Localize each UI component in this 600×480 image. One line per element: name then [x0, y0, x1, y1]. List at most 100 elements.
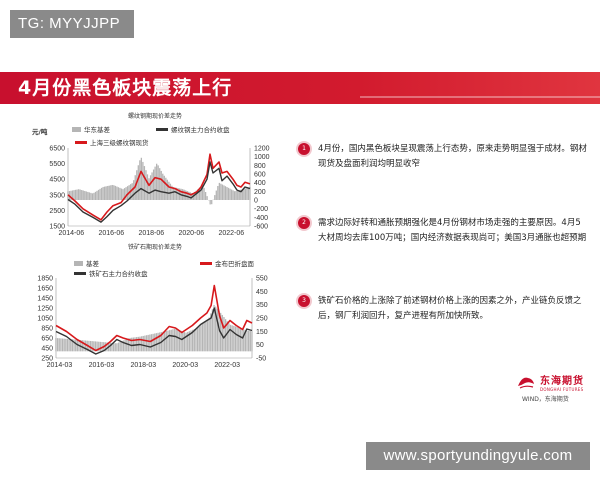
basis-bar [104, 342, 107, 352]
basis-bar [114, 185, 117, 200]
basis-bar [246, 330, 248, 352]
basis-bar [132, 337, 135, 352]
basis-bar [162, 173, 164, 200]
basis-bar [190, 330, 192, 352]
basis-bar [139, 160, 141, 200]
basis-bar [84, 190, 86, 200]
basis-bar [123, 188, 126, 200]
basis-bar [198, 326, 200, 352]
basis-bar [226, 321, 228, 352]
basis-bar [94, 191, 97, 200]
legend-label-futures: 铁矿石主力合约收盘 [89, 269, 148, 278]
y-left-tick-label: 5500 [49, 161, 65, 168]
x-tick-label: 2018-06 [138, 230, 164, 237]
rebar-basis-chart: 螺纹钢期现价差走势 元/吨 华东基差 螺纹钢主力合约收盘 上海三级螺纹钢现货 6… [20, 108, 290, 238]
legend-swatch-basis [74, 261, 83, 266]
donghai-futures-logo: 东海期货 DONGHAI FUTURES [516, 372, 584, 392]
basis-bar [227, 187, 230, 200]
y-left-tick-label: 650 [41, 336, 53, 343]
basis-bar [228, 323, 230, 352]
y-left-tick-label: 850 [41, 326, 53, 333]
basis-bar [210, 313, 212, 352]
x-tick-label: 2020-06 [178, 230, 204, 237]
basis-bar [93, 341, 95, 352]
basis-bar [79, 189, 81, 200]
basis-bar [198, 187, 201, 200]
basis-bar [172, 187, 175, 200]
telegram-handle-badge: TG: MYYJJPP [10, 10, 134, 38]
basis-bar [175, 187, 178, 200]
basis-bar [131, 183, 133, 200]
basis-bar [70, 339, 72, 352]
y-right-tick-label: 450 [256, 289, 268, 296]
basis-bar [220, 183, 222, 200]
y-right-tick-label: 800 [254, 163, 266, 170]
legend-swatch-spot [200, 262, 212, 265]
basis-bar [186, 191, 188, 200]
basis-bar [240, 189, 242, 200]
basis-bar [238, 327, 240, 352]
basis-bar [216, 308, 219, 352]
basis-bar [180, 330, 182, 352]
basis-bar [99, 341, 102, 352]
basis-bar [235, 190, 237, 200]
basis-bar [192, 329, 194, 352]
basis-bar [93, 192, 95, 200]
basis-bar [185, 190, 187, 200]
y-left-tick-label: 4500 [49, 177, 65, 184]
basis-bar [102, 186, 104, 200]
basis-bar [76, 189, 78, 200]
logo-name: 东海期货 [540, 376, 584, 387]
basis-bar [66, 338, 69, 352]
x-tick-label: 2014-03 [47, 362, 73, 369]
basis-bar [122, 340, 125, 352]
y-right-tick-label: 1000 [254, 154, 270, 161]
basis-bar [107, 185, 109, 200]
x-tick-label: 2014-06 [58, 230, 84, 237]
y-left-tick-label: 1850 [37, 276, 53, 283]
basis-bar [140, 336, 143, 352]
basis-bar [211, 309, 214, 352]
basis-bar [224, 186, 227, 200]
basis-bar [104, 186, 106, 200]
chart-legend: 华东基差 螺纹钢主力合约收盘 上海三级螺纹钢现货 [72, 125, 230, 147]
basis-bar [83, 340, 85, 352]
slide-title: 4月份黑色板块震荡上行 [18, 77, 233, 99]
basis-bar [134, 337, 136, 352]
chart-legend: 基差 金布巴折盘面 铁矿石主力合约收盘 [74, 259, 255, 278]
basis-bar [205, 320, 207, 352]
basis-bar [114, 343, 116, 352]
bullet-1: 1 4月份，国内黑色板块呈现震荡上行态势，原来走势明显强于成材。钢材现货及盘面利… [298, 142, 588, 172]
basis-bar [200, 186, 202, 200]
basis-bar [58, 338, 60, 352]
basis-bar [98, 341, 100, 352]
website-watermark: www.sportyundingyule.com [366, 442, 590, 470]
basis-bar [108, 185, 110, 200]
basis-bar [241, 189, 243, 200]
basis-bar [168, 330, 171, 352]
basis-bar [244, 330, 247, 352]
basis-bar [149, 334, 151, 352]
basis-bar [226, 187, 228, 200]
basis-bar [137, 165, 139, 200]
basis-bar [88, 192, 91, 200]
basis-bar [116, 343, 118, 352]
basis-bar [140, 157, 143, 200]
y-left-tick-label: 450 [41, 346, 53, 353]
basis-bar [96, 190, 98, 200]
basis-bar [165, 177, 167, 200]
basis-bar [229, 324, 232, 352]
basis-bar [55, 338, 57, 352]
basis-bar [243, 329, 245, 352]
basis-bar [241, 328, 243, 352]
basis-bar [110, 185, 112, 200]
basis-bar [105, 186, 107, 200]
basis-bar [223, 185, 225, 200]
legend-label-futures: 螺纹钢主力合约收盘 [171, 125, 230, 134]
basis-bar [152, 169, 155, 200]
basis-bar [232, 190, 234, 200]
basis-bar [78, 189, 80, 200]
basis-bar [243, 188, 245, 200]
basis-bar [182, 331, 184, 352]
